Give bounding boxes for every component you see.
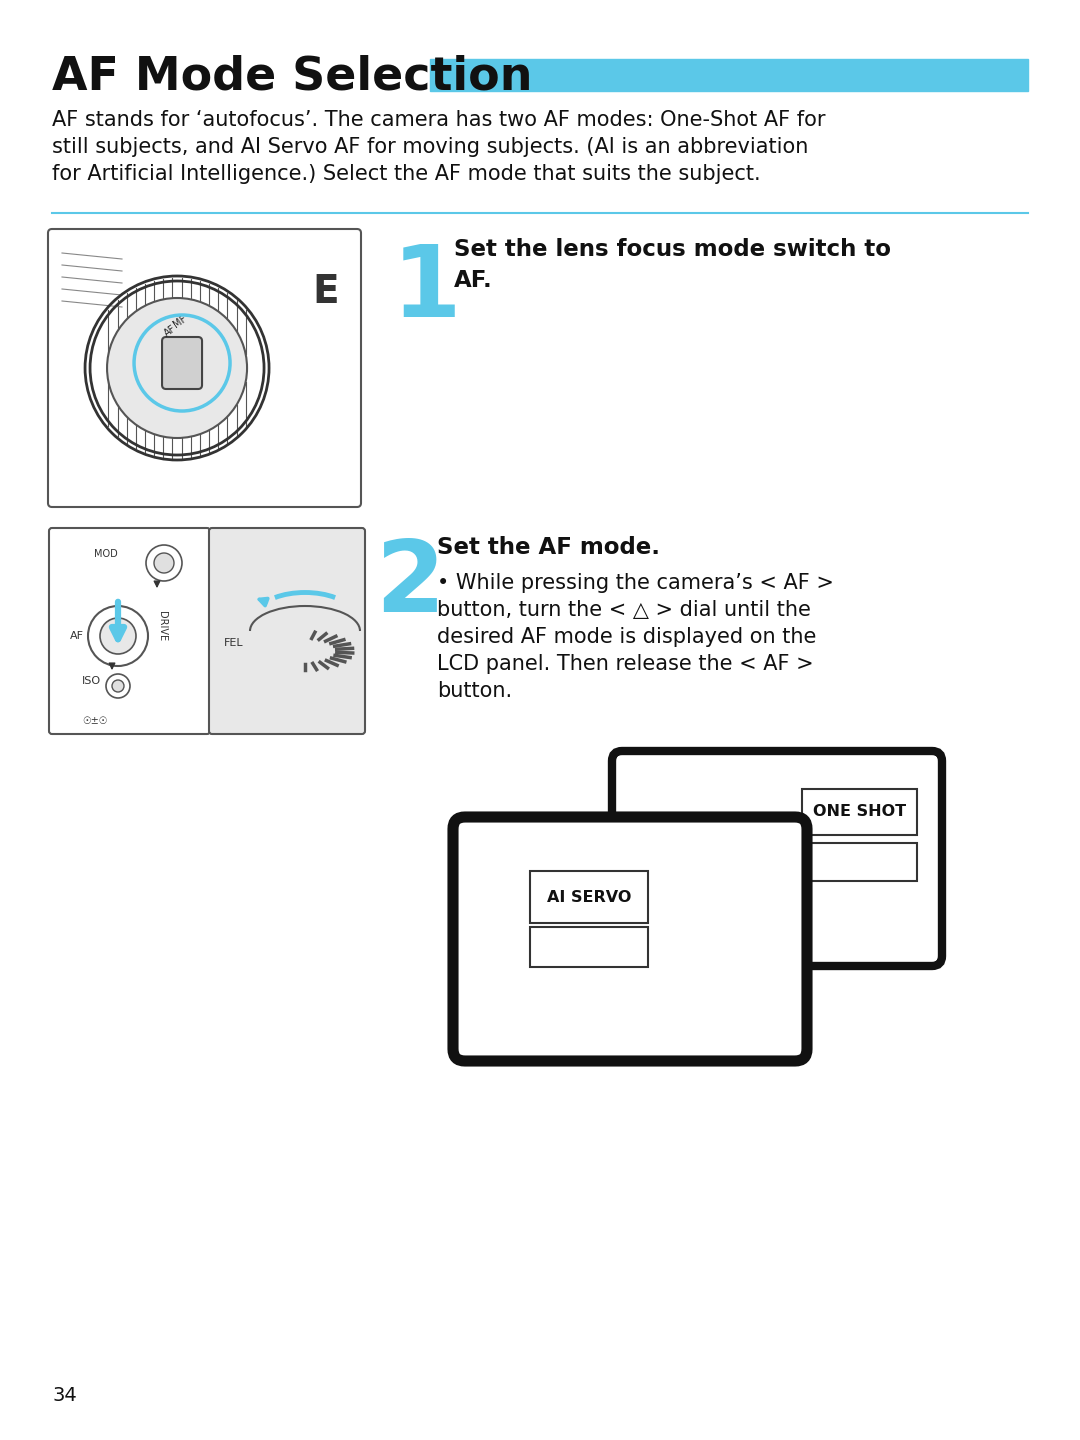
Text: DRIVE: DRIVE <box>157 611 167 641</box>
Text: AF.: AF. <box>454 269 492 292</box>
Bar <box>802 789 917 835</box>
Circle shape <box>87 606 148 665</box>
FancyBboxPatch shape <box>210 528 365 734</box>
Text: LCD panel. Then release the < AF >: LCD panel. Then release the < AF > <box>437 654 813 674</box>
Text: • While pressing the camera’s < AF >: • While pressing the camera’s < AF > <box>437 573 834 593</box>
Text: MOD: MOD <box>94 549 118 559</box>
Text: still subjects, and AI Servo AF for moving subjects. (AI is an abbreviation: still subjects, and AI Servo AF for movi… <box>52 137 808 157</box>
Bar <box>530 871 648 923</box>
Text: AF Mode Selection: AF Mode Selection <box>52 55 532 99</box>
Circle shape <box>106 674 130 698</box>
FancyBboxPatch shape <box>612 752 942 966</box>
FancyBboxPatch shape <box>453 816 807 1061</box>
Circle shape <box>112 680 124 693</box>
Text: MF: MF <box>172 312 189 330</box>
Text: ONE SHOT: ONE SHOT <box>813 805 906 819</box>
Text: AF: AF <box>70 631 84 641</box>
FancyBboxPatch shape <box>48 229 361 507</box>
Text: 2: 2 <box>375 536 445 634</box>
Text: E: E <box>312 274 339 311</box>
Bar <box>430 59 1028 91</box>
FancyBboxPatch shape <box>49 528 210 734</box>
Bar <box>530 927 648 968</box>
FancyBboxPatch shape <box>162 337 202 389</box>
Text: AI SERVO: AI SERVO <box>546 890 631 904</box>
Circle shape <box>107 298 247 438</box>
Text: for Artificial Intelligence.) Select the AF mode that suits the subject.: for Artificial Intelligence.) Select the… <box>52 164 760 184</box>
Text: button, turn the < △ > dial until the: button, turn the < △ > dial until the <box>437 600 811 621</box>
Text: Set the AF mode.: Set the AF mode. <box>437 536 660 559</box>
Text: desired AF mode is displayed on the: desired AF mode is displayed on the <box>437 626 816 647</box>
Text: 34: 34 <box>52 1385 77 1405</box>
Text: button.: button. <box>437 681 512 701</box>
Text: FEL: FEL <box>224 638 244 648</box>
Text: ISO: ISO <box>82 675 102 685</box>
Text: 1: 1 <box>392 240 461 338</box>
Text: Set the lens focus mode switch to: Set the lens focus mode switch to <box>454 238 891 261</box>
Circle shape <box>100 618 136 654</box>
Circle shape <box>146 544 183 580</box>
Bar <box>802 842 917 881</box>
Text: ☉±☉: ☉±☉ <box>82 716 108 726</box>
Text: AF stands for ‘autofocus’. The camera has two AF modes: One-Shot AF for: AF stands for ‘autofocus’. The camera ha… <box>52 109 825 130</box>
Circle shape <box>154 553 174 573</box>
Text: AF: AF <box>162 324 178 338</box>
